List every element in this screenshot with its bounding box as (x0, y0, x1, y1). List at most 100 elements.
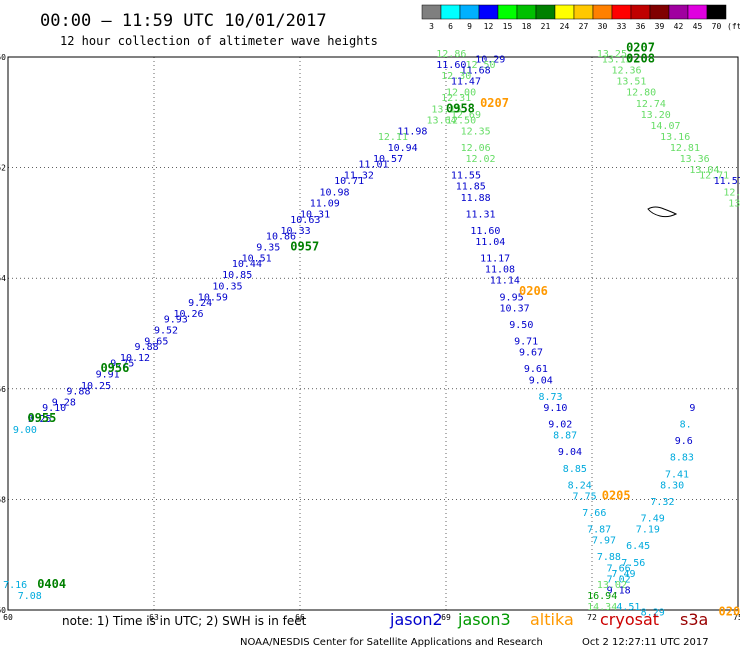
pass-time-label: 0205 (602, 488, 631, 502)
swh-value-label: 11.08 (485, 265, 515, 276)
swh-value-label: 7.75 (573, 491, 597, 502)
satellite-legend-item: cryosat (600, 610, 659, 629)
colorbar-label: 24 (560, 22, 570, 31)
swh-value-label: 10.37 (500, 303, 530, 314)
swh-value-label: 10.98 (319, 187, 349, 198)
swh-value-label: 7.49 (641, 514, 665, 525)
swh-value-label: 9.88 (66, 386, 90, 397)
swh-value-label: 10.25 (81, 381, 111, 392)
swh-value-label: 8.87 (553, 431, 577, 442)
swh-value-label: 12.8 (723, 187, 740, 198)
swh-value-label: 9.10 (42, 403, 66, 414)
swh-value-label: 9.25 (27, 414, 51, 425)
swh-value-label: 9.00 (13, 425, 37, 436)
colorbar-label: 12 (484, 22, 494, 31)
satellite-legend-item: altika (530, 610, 574, 629)
swh-value-label: 12.00 (446, 88, 476, 99)
swh-value-label: 13 (728, 198, 740, 209)
swh-value-label: 10.63 (290, 215, 320, 226)
swh-value-label: 12.50 (446, 115, 476, 126)
swh-value-label: 7.32 (650, 497, 674, 508)
swh-value-label: 12.80 (626, 88, 656, 99)
swh-value-label: 11.88 (461, 193, 491, 204)
swh-value-label: 9.04 (529, 375, 553, 386)
swh-value-label: 13.20 (641, 110, 671, 121)
pass-time-label: 0955 (27, 411, 56, 425)
swh-value-label: 11.60 (436, 60, 466, 71)
pass-time-label: 0958 (446, 101, 475, 115)
satellite-legend: jason2 jason3 altika cryosat s3a (389, 610, 708, 629)
swh-value-label: 11.60 (470, 226, 500, 237)
swh-value-label: 7.16 (3, 580, 27, 591)
swh-value-label: 9.65 (144, 337, 168, 348)
colorbar-swatch (516, 4, 537, 20)
colorbar-label: 18 (522, 22, 532, 31)
swh-value-label: 12.06 (461, 143, 491, 154)
swh-value-label: 9.71 (514, 337, 538, 348)
colorbar-swatch (573, 4, 594, 20)
page-subtitle: 12 hour collection of altimeter wave hei… (60, 34, 378, 48)
map-grid (8, 57, 738, 610)
pass-time-label: 020 (719, 605, 740, 619)
colorbar-swatch (687, 4, 708, 20)
y-tick-label: -56 (0, 385, 6, 394)
swh-value-label: 9.28 (52, 397, 76, 408)
swh-value-label: 11.09 (310, 198, 340, 209)
swh-value-label: 11.55 (451, 171, 481, 182)
swh-value-label: 12.36 (611, 66, 641, 77)
colorbar-swatch (611, 4, 632, 20)
swh-value-label: 9.88 (135, 342, 159, 353)
swh-value-label: 10.71 (334, 176, 364, 187)
swh-value-label: 7.66 (607, 563, 631, 574)
colorbar-label: 15 (503, 22, 513, 31)
footer-note: note: 1) Time is in UTC; 2) SWH is in fe… (62, 614, 307, 628)
swh-value-label: 11.17 (480, 254, 510, 265)
swh-value-label: 10.57 (373, 154, 403, 165)
swh-value-label: 7.08 (18, 591, 42, 602)
colorbar-label: 30 (598, 22, 608, 31)
swh-value-label: 8.73 (538, 392, 562, 403)
swh-value-label: 11.85 (456, 182, 486, 193)
pass-time-label: 0207 (480, 96, 509, 110)
swh-value-label: 9.50 (509, 320, 533, 331)
swh-value-label: 10.86 (266, 231, 296, 242)
colorbar-label: 45 (693, 22, 703, 31)
swh-value-label: 9.95 (500, 292, 524, 303)
colorbar-label: 3 (429, 22, 434, 31)
swh-value-label: 10.29 (475, 55, 505, 66)
swh-value-label: 9.35 (256, 243, 280, 254)
swh-value-label: 13.64 (427, 115, 457, 126)
y-tick-label: -60 (0, 606, 6, 615)
colorbar-swatch (649, 4, 670, 20)
swh-value-label: 7.02 (607, 574, 631, 585)
y-tick-label: -52 (0, 164, 6, 173)
pass-time-label: 0956 (100, 361, 129, 375)
swh-value-label: 4.51 (616, 602, 640, 613)
swh-value-label: 8.24 (568, 480, 592, 491)
swh-value-label: 16.94 (587, 591, 617, 602)
colorbar-swatch (421, 4, 442, 20)
swh-value-label: 8.30 (660, 480, 684, 491)
pass-time-label: 0207 (626, 40, 655, 54)
swh-value-label: 7.56 (621, 558, 645, 569)
swh-value-label: 9.91 (96, 370, 120, 381)
swh-value-label: 12.71 (699, 171, 729, 182)
swh-value-label: 7.19 (636, 525, 660, 536)
swh-value-label: 12.35 (461, 126, 491, 137)
colorbar-label: 6 (448, 22, 453, 31)
y-tick-label: -58 (0, 495, 6, 504)
swh-value-label: 9.04 (558, 447, 582, 458)
x-tick-label: 75 (733, 613, 740, 622)
x-tick-label: 72 (587, 613, 597, 622)
swh-value-label: 12.86 (436, 49, 466, 60)
swh-value-label: 10.35 (212, 281, 242, 292)
x-tick-label: 69 (441, 613, 451, 622)
swh-value-label: 13.36 (680, 154, 710, 165)
swh-value-label: 13.02 (597, 580, 627, 591)
swh-value-label: 10.31 (300, 209, 330, 220)
swh-value-label: 7.87 (587, 525, 611, 536)
swh-value-label: 13.15 (602, 55, 632, 66)
pass-time-label: 0208 (626, 52, 655, 66)
pass-time-label: 0206 (519, 284, 548, 298)
